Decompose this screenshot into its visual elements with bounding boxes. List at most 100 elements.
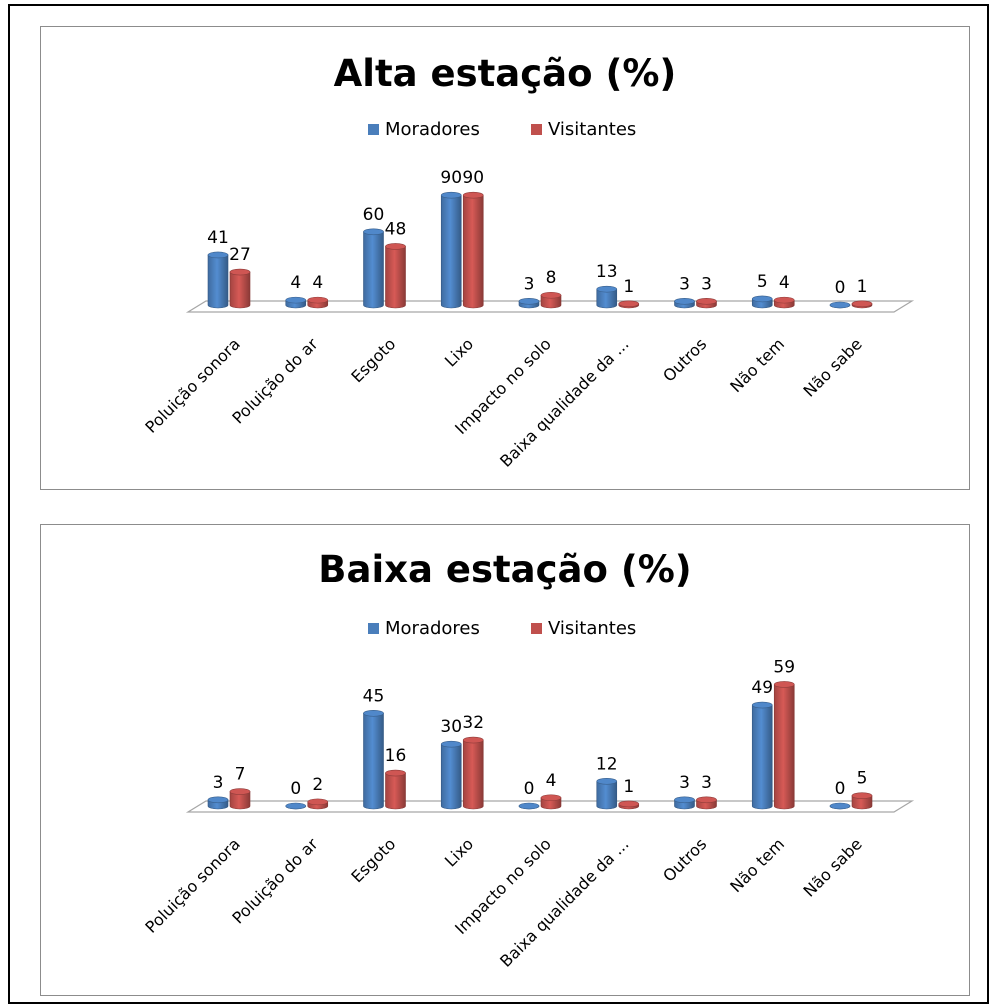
bar-moradores [285, 802, 307, 810]
data-label-moradores: 90 [440, 168, 462, 188]
bar-moradores [518, 298, 540, 309]
bar-moradores [674, 796, 695, 810]
legend-label-visitantes: Visitantes [548, 618, 636, 639]
bar-moradores [363, 710, 384, 810]
data-label-visitantes: 27 [229, 245, 251, 265]
data-label-visitantes: 1 [857, 277, 868, 297]
data-label-moradores: 30 [440, 717, 462, 737]
data-label-visitantes: 3 [701, 773, 712, 793]
data-label-visitantes: 3 [701, 274, 712, 294]
category-label: Não tem [726, 834, 788, 896]
data-label-visitantes: 4 [779, 273, 790, 293]
bar-visitantes [851, 300, 873, 309]
legend-swatch-moradores [368, 124, 379, 135]
data-label-visitantes: 5 [857, 769, 868, 789]
bar-visitantes [696, 796, 717, 810]
data-label-moradores: 0 [524, 779, 535, 799]
bar-moradores [596, 777, 618, 810]
bar-visitantes [462, 736, 484, 810]
data-label-moradores: 13 [596, 262, 618, 282]
bar-visitantes [385, 769, 406, 810]
legend-swatch-moradores [368, 623, 379, 634]
bar-visitantes [540, 794, 562, 810]
bar-visitantes [307, 798, 329, 810]
bar-visitantes [696, 298, 717, 309]
data-label-moradores: 5 [757, 272, 768, 292]
legend-label-visitantes: Visitantes [548, 119, 636, 140]
data-label-moradores: 49 [751, 678, 773, 698]
bar-moradores [440, 191, 462, 309]
bar-visitantes [851, 792, 873, 810]
bar-moradores [440, 740, 462, 810]
legend-label-moradores: Moradores [385, 618, 480, 639]
bar-moradores [751, 295, 773, 309]
category-label: Não sabe [800, 334, 866, 400]
data-label-visitantes: 59 [773, 657, 795, 677]
data-label-visitantes: 7 [235, 765, 246, 785]
data-label-visitantes: 90 [462, 168, 484, 188]
category-label: Outros [659, 334, 710, 385]
data-label-visitantes: 8 [546, 268, 557, 288]
chart-alta-estacao: Alta estação (%) Moradores Visitantes 41 27 P… [40, 26, 970, 490]
bar-visitantes [618, 800, 640, 810]
category-label: Poluição sonora [141, 334, 243, 436]
bar-visitantes [307, 296, 329, 309]
category-label: Baixa qualidade da ... [496, 834, 632, 970]
data-label-moradores: 12 [596, 754, 618, 774]
category-label: Baixa qualidade da ... [496, 334, 632, 470]
bar-moradores [207, 251, 229, 309]
category-label: Esgoto [347, 834, 399, 886]
bar-visitantes [229, 268, 251, 309]
legend-swatch-visitantes [531, 623, 542, 634]
data-label-moradores: 3 [679, 274, 690, 294]
data-label-moradores: 3 [524, 274, 535, 294]
data-label-visitantes: 1 [623, 777, 634, 797]
bar-visitantes [540, 291, 562, 309]
category-label: Esgoto [347, 334, 399, 386]
category-label: Lixo [441, 334, 477, 370]
bar-moradores [829, 802, 851, 810]
bar-visitantes [462, 191, 484, 309]
bar-visitantes [229, 788, 251, 810]
data-label-visitantes: 1 [623, 277, 634, 297]
legend-label-moradores: Moradores [385, 119, 480, 140]
data-label-moradores: 45 [363, 686, 385, 706]
data-label-moradores: 0 [835, 278, 846, 298]
legend-swatch-visitantes [531, 124, 542, 135]
chart-title: Baixa estação (%) [318, 548, 691, 591]
data-label-moradores: 0 [290, 779, 301, 799]
category-label: Outros [659, 834, 710, 885]
data-label-moradores: 3 [679, 773, 690, 793]
data-label-moradores: 4 [290, 273, 301, 293]
bar-moradores [363, 228, 384, 309]
bar-moradores [285, 296, 307, 309]
category-label: Poluição sonora [141, 834, 243, 936]
chart-baixa-estacao: Baixa estação (%) Moradores Visitantes 3 7 Po… [40, 524, 970, 996]
bar-moradores [751, 701, 773, 810]
bar-visitantes [773, 296, 795, 309]
category-label: Lixo [441, 834, 477, 870]
bar-moradores [596, 285, 618, 309]
data-label-visitantes: 32 [462, 713, 484, 733]
bar-moradores [674, 298, 695, 309]
bar-visitantes [773, 681, 795, 810]
data-label-moradores: 60 [363, 205, 385, 225]
bar-moradores [829, 301, 851, 309]
category-label: Não tem [726, 334, 788, 396]
data-label-visitantes: 48 [385, 219, 407, 239]
data-label-moradores: 41 [207, 228, 229, 248]
chart-title: Alta estação (%) [334, 52, 677, 95]
data-label-visitantes: 4 [312, 273, 323, 293]
bar-visitantes [618, 300, 640, 309]
data-label-visitantes: 4 [546, 771, 557, 791]
chart-alta-estacao-svg: Alta estação (%)Moradores Visitantes4127P… [141, 52, 915, 471]
page-frame: Alta estação (%) Moradores Visitantes 41 27 P… [8, 4, 989, 1004]
data-label-moradores: 3 [213, 773, 224, 793]
data-label-visitantes: 16 [385, 746, 407, 766]
bar-moradores [518, 802, 540, 810]
data-label-visitantes: 2 [312, 775, 323, 795]
data-label-moradores: 0 [835, 779, 846, 799]
bar-moradores [207, 796, 229, 810]
category-label: Não sabe [800, 834, 866, 900]
